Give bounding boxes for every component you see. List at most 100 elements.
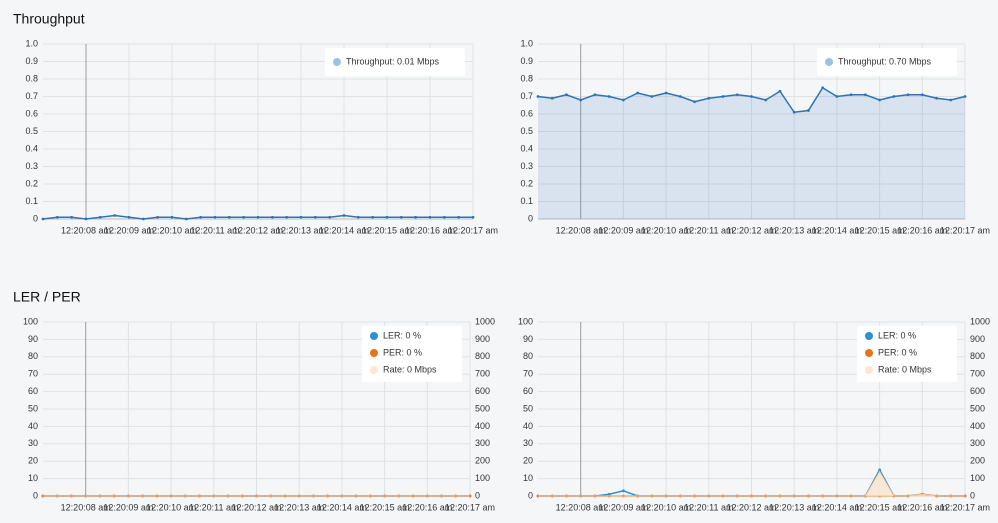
point — [622, 98, 625, 102]
point — [664, 91, 668, 95]
x-tick-label: 12:20:13 am — [276, 225, 326, 235]
y2-tick-label: 700 — [970, 369, 985, 379]
y-tick-label: 100 — [518, 316, 533, 326]
legend-swatch — [370, 349, 378, 357]
legend-swatch — [825, 58, 833, 66]
point — [707, 96, 711, 100]
point — [878, 98, 881, 102]
y2-tick-label: 200 — [970, 456, 985, 466]
point — [457, 215, 461, 219]
y-tick-label: 1.0 — [520, 38, 533, 48]
point — [650, 95, 654, 98]
point — [156, 215, 160, 219]
point — [778, 89, 782, 93]
y-tick-label: 50 — [28, 403, 38, 413]
y-tick-label: 20 — [28, 456, 38, 466]
x-tick-label: 12:20:14 am — [317, 502, 367, 512]
y-tick-label: 80 — [523, 351, 533, 361]
y2-tick-label: 400 — [970, 421, 985, 431]
y2-tick-label: 500 — [970, 403, 985, 413]
point — [256, 215, 260, 219]
y-tick-label: 0.2 — [25, 178, 38, 188]
x-tick-label: 12:20:17 am — [940, 502, 990, 512]
x-tick-label: 12:20:10 am — [641, 225, 691, 235]
y-tick-label: 80 — [28, 351, 38, 361]
x-tick-label: 12:20:15 am — [360, 502, 410, 512]
x-tick-label: 12:20:15 am — [855, 502, 905, 512]
point — [835, 95, 839, 98]
x-tick-label: 12:20:16 am — [405, 225, 455, 235]
point — [579, 98, 583, 102]
y-tick-label: 0 — [528, 213, 533, 223]
point — [550, 96, 554, 100]
point — [963, 95, 967, 98]
y-tick-label: 0.8 — [25, 73, 38, 83]
x-tick-label: 12:20:10 am — [641, 502, 691, 512]
legend — [817, 48, 957, 76]
y2-tick-label: 100 — [475, 473, 490, 483]
x-tick-label: 12:20:09 am — [598, 225, 648, 235]
x-tick-label: 12:20:08 am — [556, 502, 606, 512]
point — [636, 91, 640, 95]
y-tick-label: 40 — [28, 421, 38, 431]
y2-tick-label: 600 — [970, 386, 985, 396]
point — [935, 96, 938, 100]
x-tick-label: 12:20:13 am — [769, 225, 819, 235]
y-tick-label: 0.2 — [520, 178, 533, 188]
legend-label: Throughput: 0.01 Mbps — [346, 56, 440, 66]
y-tick-label: 0.1 — [520, 196, 533, 206]
y-tick-label: 0.7 — [25, 91, 38, 101]
y2-tick-label: 500 — [475, 403, 490, 413]
point — [385, 215, 389, 219]
x-tick-label: 12:20:17 am — [940, 225, 990, 235]
y-tick-label: 1.0 — [25, 38, 38, 48]
point — [565, 93, 568, 97]
point — [242, 215, 246, 219]
x-tick-label: 12:20:16 am — [897, 502, 947, 512]
y-tick-label: 0.4 — [520, 143, 533, 153]
x-tick-label: 12:20:09 am — [103, 502, 153, 512]
point — [807, 109, 810, 112]
x-tick-label: 12:20:10 am — [146, 502, 196, 512]
point — [622, 489, 625, 493]
y-tick-label: 100 — [23, 316, 38, 326]
x-tick-label: 12:20:14 am — [812, 502, 862, 512]
y2-tick-label: 200 — [475, 456, 490, 466]
point — [270, 215, 274, 219]
legend — [857, 326, 957, 382]
area — [538, 470, 965, 497]
point — [593, 93, 597, 97]
area — [538, 87, 965, 219]
point — [878, 468, 881, 472]
point — [84, 217, 88, 221]
x-tick-label: 12:20:10 am — [147, 225, 197, 235]
point — [471, 215, 475, 219]
x-tick-label: 12:20:17 am — [448, 225, 498, 235]
legend — [362, 326, 462, 382]
x-tick-label: 12:20:11 am — [684, 225, 733, 235]
point — [313, 215, 317, 219]
legend-label: LER: 0 % — [878, 330, 916, 340]
point — [170, 215, 174, 219]
y-tick-label: 20 — [523, 456, 533, 466]
y-tick-label: 0.5 — [25, 126, 38, 136]
x-tick-label: 12:20:14 am — [812, 225, 862, 235]
y-tick-label: 50 — [523, 403, 533, 413]
point — [342, 214, 346, 217]
y-tick-label: 0.6 — [520, 108, 533, 118]
point — [285, 215, 289, 219]
y-tick-label: 60 — [523, 386, 533, 396]
y-tick-label: 70 — [28, 369, 38, 379]
y-tick-label: 30 — [523, 438, 533, 448]
y-tick-label: 0.5 — [520, 126, 533, 136]
x-tick-label: 12:20:16 am — [402, 502, 452, 512]
legend-swatch — [865, 366, 873, 374]
point — [213, 215, 217, 219]
point — [227, 215, 231, 219]
y-tick-label: 70 — [523, 369, 533, 379]
y-tick-label: 0.9 — [25, 56, 38, 66]
legend-label: Rate: 0 Mbps — [383, 364, 437, 374]
y2-tick-label: 700 — [475, 369, 490, 379]
point — [678, 95, 682, 98]
point — [113, 214, 117, 217]
